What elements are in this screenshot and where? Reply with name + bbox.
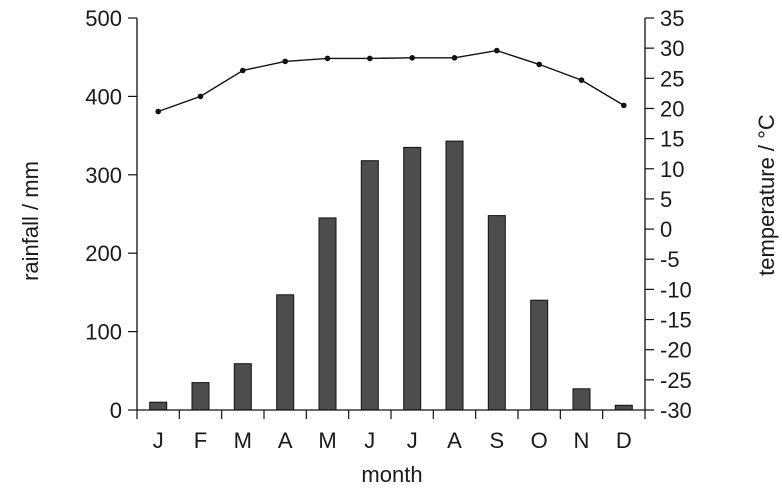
temperature-point [367, 55, 373, 62]
axes-layer [136, 18, 646, 411]
rainfall-bar [403, 146, 422, 411]
left-tick-label: 500 [85, 6, 122, 31]
rainfall-bar [360, 160, 379, 411]
left-tick-label: 200 [85, 241, 122, 266]
x-tick-label: J [407, 428, 418, 453]
temperature-point [197, 93, 204, 100]
ticks-layer: 0 100 200 300 400 500 -30 -25 -20 -15 -10 -5 0 5 10 15 2… [85, 6, 692, 453]
right-tick-label: 20 [660, 96, 684, 121]
x-tick-label: A [447, 428, 462, 453]
right-tick-label: -10 [660, 277, 692, 302]
temperature-point [621, 102, 627, 109]
x-tick-label: D [616, 428, 632, 453]
temperature-point [536, 61, 542, 68]
temperature-point [155, 108, 161, 115]
rainfall-bar [233, 363, 252, 411]
x-axis-title: month [361, 462, 422, 487]
rainfall-bar [445, 140, 464, 411]
right-tick-label: 30 [660, 36, 684, 61]
temperature-point [409, 55, 416, 61]
rainfall-bar [487, 215, 506, 411]
left-tick-label: 300 [85, 163, 122, 188]
temperature-line-layer [155, 47, 627, 115]
x-tick-label: J [364, 428, 375, 453]
left-axis-title: rainfall / mm [18, 161, 43, 281]
rainfall-bar [614, 404, 633, 411]
right-tick-label: 5 [660, 187, 672, 212]
x-tick-label: S [489, 428, 504, 453]
temperature-point [494, 47, 500, 54]
right-tick-label: 10 [660, 157, 684, 182]
x-tick-label: N [574, 428, 590, 453]
right-tick-label: -15 [660, 308, 692, 333]
right-tick-label: -25 [660, 368, 692, 393]
bars-layer [149, 140, 633, 411]
right-tick-label: -30 [660, 398, 692, 423]
rainfall-bar [318, 217, 337, 411]
rainfall-bar [572, 388, 591, 411]
x-tick-label: O [531, 428, 548, 453]
rainfall-bar [530, 299, 549, 411]
temperature-point [240, 67, 246, 74]
rainfall-bar [149, 401, 168, 411]
right-tick-label: 35 [660, 6, 684, 31]
right-tick-label: 15 [660, 127, 684, 152]
temperature-point [282, 58, 289, 65]
x-tick-label: M [318, 428, 336, 453]
temperature-point [578, 77, 585, 83]
x-tick-label: J [153, 428, 164, 453]
x-tick-label: M [234, 428, 252, 453]
right-tick-label: 25 [660, 66, 684, 91]
right-axis-title: temperature / °C [754, 114, 779, 276]
x-tick-label: A [278, 428, 293, 453]
right-tick-label: 0 [660, 217, 672, 242]
right-tick-label: -5 [660, 247, 680, 272]
temperature-line [157, 49, 625, 113]
right-tick-label: -20 [660, 338, 692, 363]
left-tick-label: 100 [85, 320, 122, 345]
rainfall-bar [276, 294, 295, 411]
left-tick-label: 0 [110, 398, 122, 423]
temperature-point [324, 55, 331, 62]
left-tick-label: 400 [85, 84, 122, 109]
temperature-point [451, 55, 458, 61]
rainfall-bar [191, 382, 210, 411]
x-tick-label: F [194, 428, 207, 453]
